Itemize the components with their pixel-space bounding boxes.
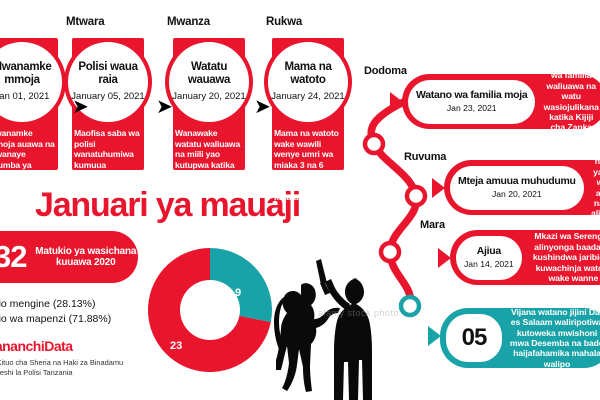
donut-chart: 9 23 bbox=[147, 243, 272, 377]
callout-inner-label: Ajiua Jan 14, 2021 bbox=[456, 235, 522, 280]
timeline-bubble: Watatu wauawa January 20, 2021 bbox=[165, 38, 253, 126]
callout-description: Vijana watano jijini Dar es Salaam walir… bbox=[509, 306, 600, 369]
legend-item-other: Matukio mengine (28.13%) bbox=[0, 298, 96, 310]
timeline-description: Wanawake watatu waliuawa na miili yao ku… bbox=[175, 128, 241, 181]
callout-region-label: Ruvuma bbox=[404, 151, 447, 163]
legend-item-passion: Matukio wa mapenzi (71.88%) bbox=[0, 313, 112, 326]
callout-pill: Watano wa familia moja Jan 23, 2021 Watu… bbox=[402, 60, 600, 143]
callout-pill: 05 Vijana watano jijini Dar es Salaam wa… bbox=[440, 306, 600, 369]
callout-inner-label: Watano wa familia moja Jan 23, 2021 bbox=[408, 79, 536, 124]
callout-inner-label: Mteja amuua muhudumu Jan 20, 2021 bbox=[450, 165, 584, 210]
stat-number: 32 bbox=[0, 239, 27, 274]
callout-title: Mteja amuua muhudumu bbox=[458, 174, 576, 187]
woman-silhouette bbox=[274, 283, 340, 392]
timeline-description: Mwanamke mmoja auawa na mwanaye nyumba y… bbox=[0, 128, 55, 181]
callout-pill: Mteja amuua muhudumu Jan 20, 2021 Mhudum… bbox=[444, 135, 600, 239]
callout-title: Ajiua bbox=[476, 244, 501, 257]
arrow-right-icon-1: ➤ bbox=[72, 94, 89, 118]
donut-value-red: 23 bbox=[170, 340, 183, 352]
callout-description: Watu watano wa familia waliuawa na watu … bbox=[543, 59, 599, 143]
connector-node-3 bbox=[378, 240, 402, 264]
page-title: Januari ya mauaji bbox=[35, 186, 301, 224]
connector-node-4 bbox=[398, 294, 422, 318]
timeline-bubble: Mama na watoto January 24, 2021 bbox=[264, 38, 352, 126]
connector-node-2 bbox=[404, 184, 428, 208]
stat-badge: 32 Matukio ya wasichana kuuawa 2020 bbox=[0, 231, 138, 283]
hashtag-label[interactable]: #MwananchiData bbox=[0, 338, 73, 354]
timeline-title: Watatu wauawa bbox=[187, 61, 231, 87]
timeline-date: January 20, 2021 bbox=[172, 91, 246, 103]
callout-pill: Ajiua Jan 14, 2021 Mkazi wa Serengeti al… bbox=[450, 230, 600, 285]
arrow-right-icon-2: ➤ bbox=[156, 94, 173, 118]
watermark-text: alamy stock photo bbox=[318, 308, 400, 318]
donut-slice-red bbox=[147, 248, 271, 372]
timeline-title: Mwanamke mmoja bbox=[0, 61, 52, 87]
callout-number-badge: 05 bbox=[446, 314, 502, 362]
callout-date: Jan 14, 2021 bbox=[464, 259, 514, 270]
timeline-region-label: Mtwara bbox=[66, 16, 105, 28]
timeline-date: January 24, 2021 bbox=[271, 91, 345, 103]
man-silhouette bbox=[316, 259, 372, 400]
callout-date: Jan 20, 2021 bbox=[491, 189, 542, 200]
donut-svg bbox=[147, 248, 272, 372]
source-credit: Chanzo: Kituo cha Sheria na Haki za Bina… bbox=[0, 358, 124, 378]
callout-description: Mhudumu wa nyumba ya kulala wageni aliua… bbox=[590, 135, 600, 239]
donut-slice-teal bbox=[210, 248, 272, 323]
callout-description: Mkazi wa Serengeti alinyonga baada ya ku… bbox=[532, 231, 600, 284]
arrow-right-icon-3: ➤ bbox=[254, 94, 271, 118]
callout-date: Jan 23, 2021 bbox=[446, 103, 497, 114]
stat-caption: Matukio ya wasichana kuuawa 2020 bbox=[35, 245, 137, 269]
timeline-region-label: Mwanza bbox=[167, 16, 210, 28]
chart-legend: Matukio mengine (28.13%) Matukio wa mape… bbox=[0, 297, 140, 327]
connector-path bbox=[362, 94, 428, 318]
connector-node-1 bbox=[362, 132, 386, 156]
callout-region-label: Mara bbox=[420, 219, 445, 231]
timeline-bubble: Polisi waua raia January 05, 2021 bbox=[64, 38, 152, 126]
callout-number: 05 bbox=[461, 324, 488, 351]
callout-region-label: Dodoma bbox=[364, 65, 407, 77]
timeline-region-label: Rukwa bbox=[266, 16, 303, 28]
donut-value-teal: 9 bbox=[235, 287, 242, 299]
callout-title: Watano wa familia moja bbox=[416, 88, 528, 101]
timeline-title: Mama na watoto bbox=[284, 61, 332, 87]
timeline-description: Mama na watoto wake wawili wenye umri wa… bbox=[274, 128, 339, 202]
violence-silhouette-illustration bbox=[274, 259, 372, 400]
timeline-description: Maofisa saba wa polisi wanatuhumiwa kumu… bbox=[74, 128, 140, 181]
timeline-title: Polisi waua raia bbox=[78, 61, 138, 87]
timeline-date: Jan 01, 2021 bbox=[0, 91, 50, 103]
timeline-date: January 05, 2021 bbox=[71, 91, 145, 103]
